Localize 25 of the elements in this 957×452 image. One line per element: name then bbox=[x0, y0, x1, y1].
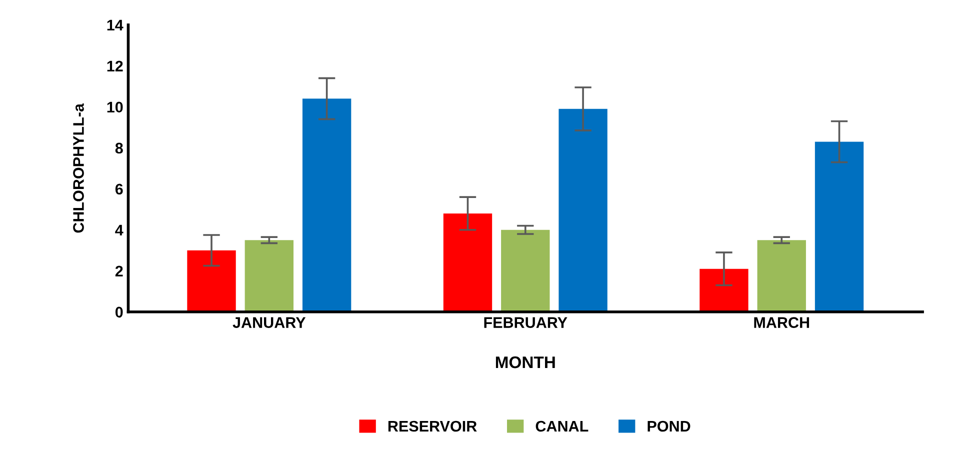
y-axis-title: CHLOROPHYLL-a bbox=[73, 103, 84, 233]
bar bbox=[302, 98, 352, 312]
y-tick-label: 8 bbox=[115, 142, 123, 154]
bar bbox=[187, 250, 236, 312]
bar bbox=[443, 213, 492, 312]
y-tick-label: 12 bbox=[107, 60, 123, 72]
y-tick-label: 10 bbox=[107, 102, 123, 113]
legend-label: POND bbox=[648, 420, 690, 432]
x-tick-label: FEBRUARY bbox=[484, 317, 568, 328]
x-tick-label: MARCH bbox=[754, 317, 810, 328]
y-tick-label: 14 bbox=[107, 20, 124, 30]
x-axis-title: MONTH bbox=[496, 356, 555, 368]
legend-label: CANAL bbox=[536, 420, 588, 432]
y-tick-label: 6 bbox=[115, 184, 123, 195]
bar bbox=[700, 268, 748, 312]
x-tick-label: JANUARY bbox=[232, 317, 306, 328]
bar bbox=[558, 108, 608, 312]
legend-label: RESERVOIR bbox=[388, 420, 477, 432]
y-tick-label: 0 bbox=[115, 306, 123, 318]
y-tick-label: 2 bbox=[115, 266, 123, 276]
bar bbox=[244, 240, 294, 312]
bar bbox=[757, 240, 806, 312]
y-tick-label: 4 bbox=[115, 224, 124, 236]
bar bbox=[814, 142, 864, 312]
bar bbox=[501, 230, 550, 312]
